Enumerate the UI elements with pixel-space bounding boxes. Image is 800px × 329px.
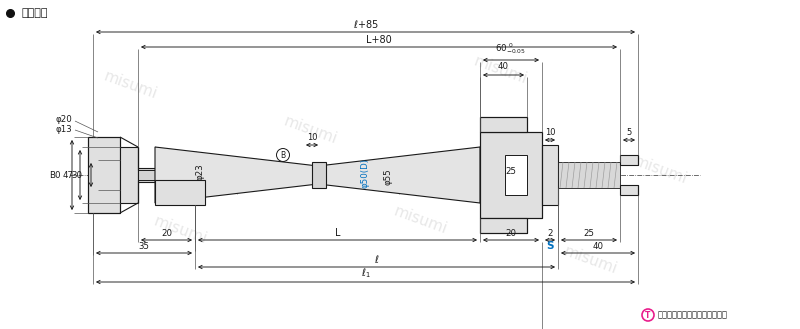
Text: misumi: misumi <box>101 68 159 102</box>
Text: misumi: misumi <box>561 243 619 277</box>
Text: 30: 30 <box>71 170 82 180</box>
Text: 25: 25 <box>583 229 594 238</box>
Bar <box>312 162 326 188</box>
Bar <box>558 162 620 188</box>
Text: 以上示图为最大负载时的状态。: 以上示图为最大负载时的状态。 <box>658 311 728 319</box>
Text: 47: 47 <box>62 170 74 180</box>
Text: 20: 20 <box>161 229 172 238</box>
Text: 20: 20 <box>506 229 517 238</box>
Text: 双弹簧型: 双弹簧型 <box>22 8 49 18</box>
Bar <box>620 185 638 195</box>
Text: B0: B0 <box>50 170 61 180</box>
Text: 25: 25 <box>506 167 517 176</box>
Text: $60^{\ 0}_{-0.05}$: $60^{\ 0}_{-0.05}$ <box>495 41 526 56</box>
Text: misumi: misumi <box>391 203 449 237</box>
Bar <box>480 132 542 218</box>
Text: $\ell$+85: $\ell$+85 <box>353 18 378 30</box>
Polygon shape <box>155 147 318 203</box>
Text: S: S <box>546 241 554 251</box>
Text: φ23: φ23 <box>195 164 205 180</box>
Polygon shape <box>318 147 480 203</box>
Text: φ13: φ13 <box>56 125 73 135</box>
Bar <box>620 155 638 165</box>
Text: 2: 2 <box>547 229 553 238</box>
Text: φ20: φ20 <box>56 115 73 124</box>
Bar <box>155 180 205 205</box>
Text: misumi: misumi <box>281 114 339 147</box>
Bar <box>120 147 138 203</box>
Text: misumi: misumi <box>151 214 209 247</box>
Text: $\ell$: $\ell$ <box>374 253 379 265</box>
Text: misumi: misumi <box>471 53 529 87</box>
Text: 40: 40 <box>498 62 509 71</box>
Text: φ55: φ55 <box>383 169 393 185</box>
Bar <box>88 137 120 213</box>
Text: T: T <box>646 311 650 319</box>
Text: L+80: L+80 <box>366 35 392 45</box>
Text: 10: 10 <box>545 128 555 137</box>
Text: 5: 5 <box>626 128 632 137</box>
Bar <box>542 145 558 205</box>
Text: $\ell_1$: $\ell_1$ <box>361 266 370 280</box>
Text: misumi: misumi <box>631 153 689 187</box>
Bar <box>480 218 527 233</box>
Text: 10: 10 <box>306 133 318 142</box>
Bar <box>138 168 155 182</box>
Text: φ50(D): φ50(D) <box>361 158 370 188</box>
Text: B: B <box>281 150 286 160</box>
Text: L: L <box>334 228 340 238</box>
Text: 35: 35 <box>138 242 150 251</box>
Text: 40: 40 <box>593 242 603 251</box>
Bar <box>480 117 527 132</box>
Bar <box>138 170 540 180</box>
Bar <box>505 155 527 195</box>
